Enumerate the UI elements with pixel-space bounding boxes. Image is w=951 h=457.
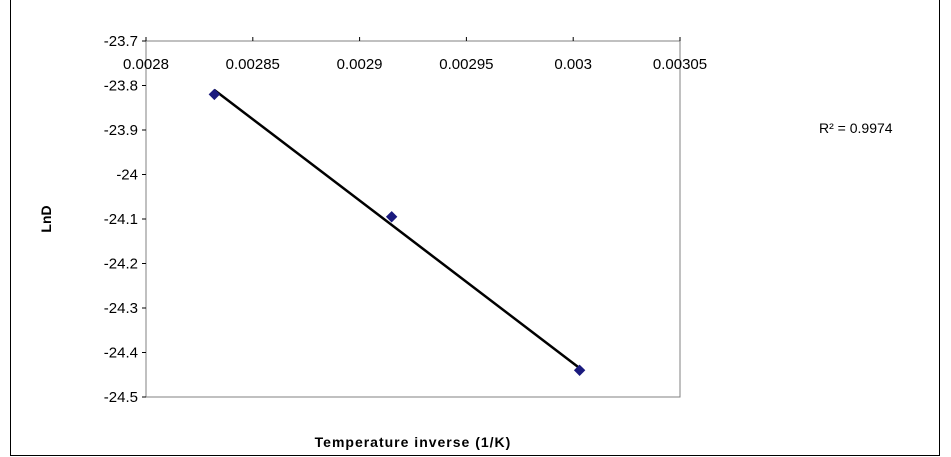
- y-tick-label: -24: [116, 167, 138, 184]
- x-tick-label: 0.003: [554, 56, 592, 73]
- x-tick-label: 0.00295: [439, 56, 493, 73]
- x-tick-label: 0.00285: [226, 56, 280, 73]
- y-tick-label: -24.5: [104, 389, 138, 406]
- y-tick-label: -23.7: [104, 33, 138, 50]
- data-point: [208, 88, 221, 101]
- trendline: [213, 88, 581, 370]
- y-axis-ticks: -23.7 -23.8 -23.9 -24 -24.1 -24.2 -24.3 -24.4 -2…: [104, 33, 146, 406]
- chart-area: 0.0028 0.00285 0.0029 0.00295 0.003 0.00305 -…: [10, 0, 940, 456]
- data-point: [573, 364, 586, 377]
- y-tick-label: -23.9: [104, 122, 138, 139]
- y-tick-label: -24.2: [104, 256, 138, 273]
- y-axis-title: LnD: [38, 205, 54, 232]
- y-tick-label: -24.4: [104, 345, 138, 362]
- trendline-layer: [213, 88, 581, 370]
- x-axis-ticks: 0.0028 0.00285 0.0029 0.00295 0.003 0.00305: [123, 37, 707, 73]
- marker-layer: [208, 88, 586, 377]
- x-tick-label: 0.00305: [653, 56, 707, 73]
- y-tick-label: -23.8: [104, 78, 138, 95]
- chart-svg: 0.0028 0.00285 0.0029 0.00295 0.003 0.00305 -…: [38, 33, 893, 450]
- data-point: [385, 211, 398, 223]
- r-squared-label: R² = 0.9974: [819, 120, 893, 136]
- y-tick-label: -24.1: [104, 211, 138, 228]
- y-tick-label: -24.3: [104, 300, 138, 317]
- x-tick-label: 0.0029: [337, 56, 383, 73]
- plot-area-frame: [145, 40, 681, 398]
- x-axis-title: Temperature inverse (1/K): [315, 434, 512, 450]
- x-tick-label: 0.0028: [123, 56, 169, 73]
